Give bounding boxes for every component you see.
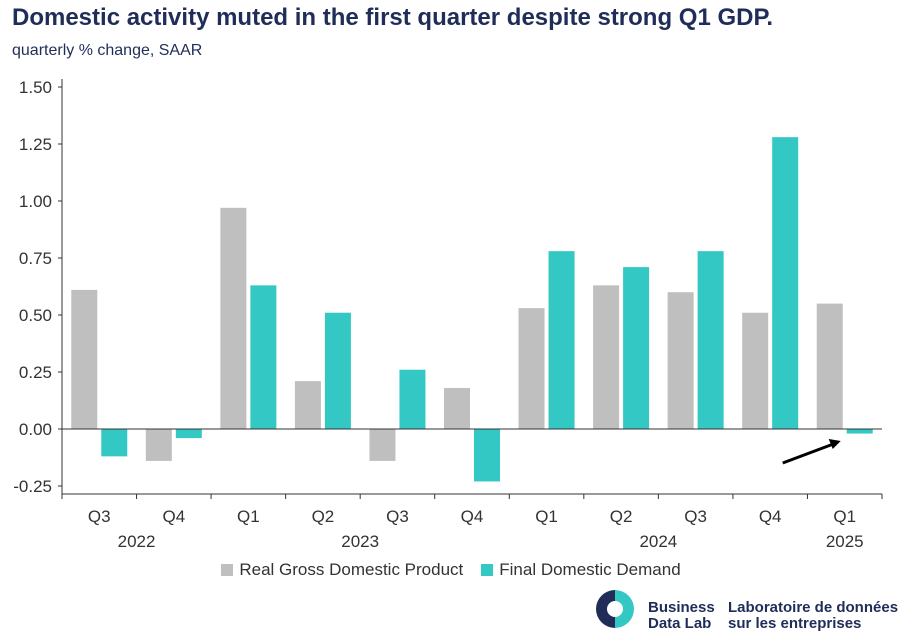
x-category-label: Q4 (162, 507, 185, 526)
y-tick-label: 0.00 (19, 420, 52, 439)
bar-gdp (593, 285, 620, 429)
bar-fdd (548, 251, 575, 429)
x-category-label: Q3 (386, 507, 409, 526)
x-category-label: Q1 (535, 507, 558, 526)
y-tick-label: 1.50 (19, 78, 52, 97)
bar-gdp (220, 207, 247, 429)
chart-title: Domestic activity muted in the first qua… (12, 4, 774, 31)
bar-fdd (623, 267, 650, 429)
y-tick-label: 0.75 (19, 249, 52, 268)
bar-fdd (474, 429, 500, 482)
chart-subtitle: quarterly % change, SAAR (12, 42, 203, 59)
bar-fdd (399, 369, 426, 429)
x-year-label: 2023 (341, 532, 379, 551)
legend-item-fdd: Final Domestic Demand (481, 560, 681, 580)
bar-fdd (324, 312, 351, 429)
legend-swatch-gdp (221, 564, 234, 576)
annotation-arrow-head (828, 439, 841, 449)
bar-gdp (816, 303, 843, 429)
x-category-label: Q3 (88, 507, 111, 526)
bar-gdp (294, 381, 321, 429)
bar-fdd (846, 429, 873, 434)
brand-english: Business Data Lab (648, 600, 715, 632)
y-tick-label: -0.25 (13, 477, 52, 496)
legend: Real Gross Domestic Product Final Domest… (0, 560, 902, 580)
x-category-label: Q2 (610, 507, 633, 526)
brand-english-line2: Data Lab (648, 615, 712, 632)
bar-fdd (101, 429, 128, 457)
annotation-arrow-shaft (782, 442, 836, 465)
bar-gdp (71, 289, 98, 429)
brand-french: Laboratoire de données sur les entreprise… (728, 600, 898, 632)
y-tick-label: 0.50 (19, 306, 52, 325)
brand-english-line1: Business (648, 599, 715, 616)
x-category-label: Q2 (312, 507, 335, 526)
bar-gdp (518, 308, 545, 429)
x-category-label: Q4 (759, 507, 782, 526)
x-year-label: 2022 (118, 532, 156, 551)
bar-gdp (145, 429, 172, 461)
legend-label-gdp: Real Gross Domestic Product (239, 560, 464, 579)
y-tick-label: 1.00 (19, 192, 52, 211)
legend-swatch-fdd (481, 564, 494, 576)
brand-french-line2: sur les entreprises (728, 615, 862, 632)
y-tick-label: 0.25 (19, 363, 52, 382)
bar-fdd (772, 137, 799, 429)
bar-fdd (697, 251, 724, 429)
x-category-label: Q4 (461, 507, 484, 526)
x-category-label: Q1 (237, 507, 260, 526)
x-year-label: 2025 (826, 532, 864, 551)
bar-gdp (369, 429, 396, 461)
bar-fdd (175, 429, 202, 439)
brand-french-line1: Laboratoire de données (728, 599, 899, 616)
x-category-label: Q3 (684, 507, 707, 526)
bar-gdp (444, 387, 470, 429)
x-category-label: Q1 (833, 507, 856, 526)
bar-gdp (667, 292, 694, 429)
bar-fdd (250, 285, 277, 429)
legend-item-gdp: Real Gross Domestic Product (221, 560, 463, 580)
x-year-label: 2024 (639, 532, 677, 551)
bar-gdp (742, 312, 769, 429)
y-tick-label: 1.25 (19, 135, 52, 154)
legend-label-fdd: Final Domestic Demand (499, 560, 681, 579)
business-data-lab-logo-icon (596, 590, 634, 628)
